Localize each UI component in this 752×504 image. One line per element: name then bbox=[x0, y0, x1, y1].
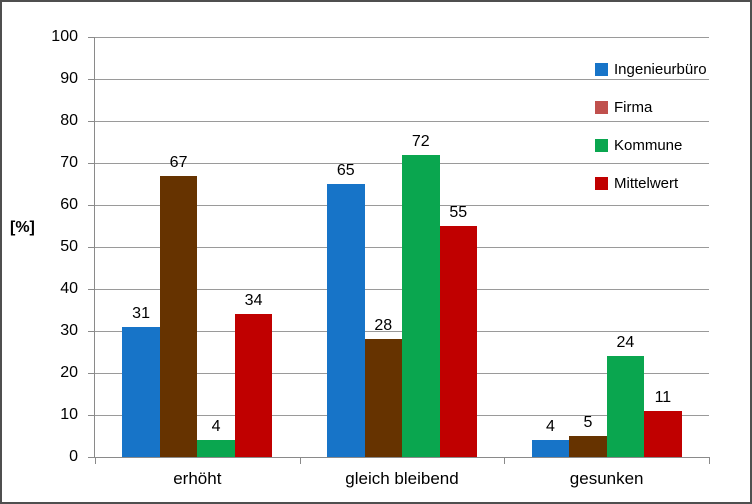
bar-2-1 bbox=[159, 175, 198, 457]
bar-value-label: 31 bbox=[132, 304, 150, 322]
y-tick-label: 40 bbox=[60, 280, 78, 297]
y-tick-mark bbox=[88, 37, 95, 38]
bar-2-2 bbox=[364, 339, 402, 457]
y-tick-mark bbox=[88, 121, 95, 122]
category-label: gleich bleibend bbox=[345, 469, 459, 488]
plot-area: 31 67 4 34 65 28 72 55 4 5 24 11 bbox=[95, 36, 709, 457]
legend-item: Mittelwert bbox=[595, 164, 707, 202]
y-tick-label: 60 bbox=[60, 196, 78, 213]
legend-label: Mittelwert bbox=[614, 174, 679, 192]
x-tick-mark bbox=[504, 458, 506, 464]
x-tick-mark bbox=[95, 458, 96, 464]
bar-value-label: 72 bbox=[411, 132, 430, 150]
legend-swatch-icon bbox=[595, 62, 608, 76]
bar-1-2 bbox=[327, 184, 365, 457]
y-tick-mark bbox=[88, 163, 95, 164]
bar-1-3 bbox=[531, 440, 570, 457]
bar-value-label: 4 bbox=[545, 418, 555, 436]
bar-3-2 bbox=[402, 154, 440, 457]
bar-value-label: 67 bbox=[169, 153, 188, 171]
x-axis-line bbox=[94, 457, 710, 458]
bar-value-label: 34 bbox=[244, 292, 263, 310]
y-tick-mark bbox=[88, 205, 95, 206]
legend-label: Firma bbox=[614, 98, 653, 116]
gridline bbox=[95, 78, 709, 80]
legend-item: Firma bbox=[595, 88, 707, 126]
bar-value-label: 11 bbox=[654, 388, 672, 406]
legend: Ingenieurbüro Firma Kommune Mittelwert bbox=[595, 50, 707, 202]
bar-1-1 bbox=[122, 326, 160, 457]
y-tick-label: 0 bbox=[69, 448, 78, 465]
y-tick-label: 90 bbox=[60, 70, 78, 87]
bar-value-label: 28 bbox=[374, 317, 393, 335]
legend-label: Ingenieurbüro bbox=[614, 60, 707, 78]
y-tick-mark bbox=[88, 247, 95, 248]
y-tick-label: 10 bbox=[60, 406, 78, 423]
y-tick-label: 50 bbox=[60, 238, 78, 255]
y-tick-label: 20 bbox=[60, 364, 78, 381]
bar-value-label: 5 bbox=[583, 414, 593, 431]
y-tick-label: 30 bbox=[60, 322, 78, 339]
bar-value-label: 65 bbox=[336, 162, 355, 179]
y-tick-mark bbox=[88, 79, 95, 80]
y-tick-mark bbox=[88, 457, 95, 458]
y-tick-mark bbox=[88, 415, 95, 416]
bar-value-label: 4 bbox=[211, 418, 221, 436]
x-tick-mark bbox=[709, 458, 710, 464]
bar-value-label: 55 bbox=[449, 204, 468, 221]
legend-swatch-icon bbox=[595, 138, 608, 152]
y-tick-mark bbox=[88, 289, 95, 290]
category-label: erhöht bbox=[173, 469, 222, 488]
bar-4-2 bbox=[439, 226, 477, 457]
y-tick-label: 70 bbox=[60, 154, 78, 171]
bar-value-label: 24 bbox=[616, 334, 635, 352]
legend-item: Ingenieurbüro bbox=[595, 50, 707, 88]
x-tick-mark bbox=[299, 458, 301, 464]
gridline bbox=[95, 120, 709, 122]
legend-swatch-icon bbox=[595, 176, 608, 190]
y-tick-label: 80 bbox=[60, 112, 78, 129]
category-label: gesunken bbox=[569, 469, 644, 488]
y-tick-mark bbox=[88, 373, 95, 374]
bar-4-3 bbox=[644, 410, 682, 457]
gridline bbox=[95, 36, 709, 38]
y-tick-label: 100 bbox=[51, 28, 78, 45]
legend-swatch-icon bbox=[595, 100, 608, 114]
bar-3-1 bbox=[197, 440, 235, 457]
legend-label: Kommune bbox=[614, 136, 683, 154]
legend-item: Kommune bbox=[595, 126, 707, 164]
y-axis-title: [%] bbox=[10, 219, 35, 236]
y-tick-mark bbox=[88, 331, 95, 332]
bar-2-3 bbox=[569, 436, 607, 457]
bar-4-1 bbox=[234, 314, 273, 457]
bar-3-3 bbox=[606, 356, 645, 457]
